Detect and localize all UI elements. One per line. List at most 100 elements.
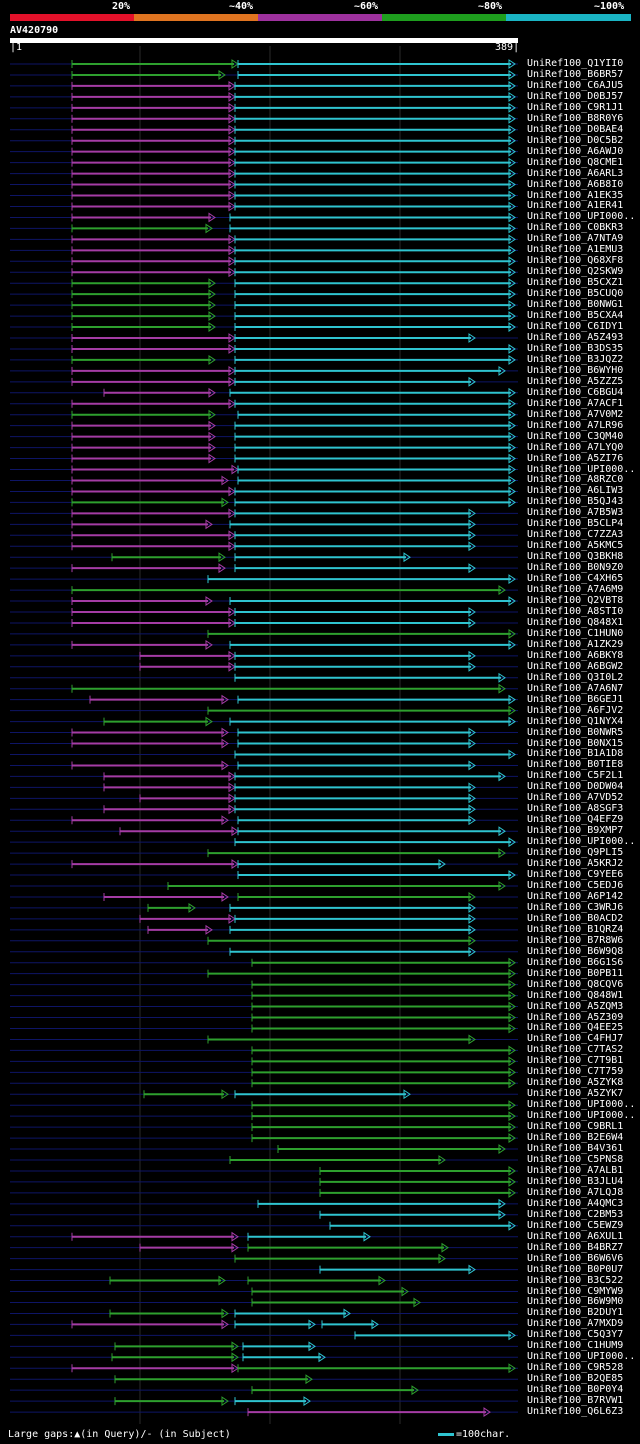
hit-name[interactable]: UniRef100_B0P0U7 xyxy=(527,1263,624,1275)
hit-row[interactable] xyxy=(10,223,518,234)
hit-name[interactable]: UniRef100_A7MXD9 xyxy=(527,1318,624,1330)
hit-row[interactable] xyxy=(10,727,518,738)
hit-row[interactable] xyxy=(10,782,518,793)
hit-name[interactable]: UniRef100_UPI000.. xyxy=(527,836,636,848)
hit-row[interactable] xyxy=(10,705,518,716)
hit-name[interactable]: UniRef100_C7ZZA3 xyxy=(527,529,624,541)
hit-row[interactable] xyxy=(10,968,518,979)
hit-name[interactable]: UniRef100_B5CXA4 xyxy=(527,310,624,322)
hit-name[interactable]: UniRef100_A6LIW3 xyxy=(527,485,624,497)
hit-row[interactable] xyxy=(10,333,518,343)
hit-name[interactable]: UniRef100_B5CLP4 xyxy=(527,518,624,530)
hit-name[interactable]: UniRef100_Q68XF8 xyxy=(527,255,624,267)
hit-row[interactable] xyxy=(10,519,518,530)
hit-row[interactable] xyxy=(10,607,518,617)
hit-row[interactable] xyxy=(10,1187,518,1198)
hit-name[interactable]: UniRef100_A7ACF1 xyxy=(527,397,624,409)
hit-name[interactable]: UniRef100_A7LYQ0 xyxy=(527,441,624,453)
hit-row[interactable] xyxy=(10,1374,518,1385)
hit-row[interactable] xyxy=(10,639,518,650)
hit-row[interactable] xyxy=(10,376,518,387)
hit-name[interactable]: UniRef100_B0NWG1 xyxy=(527,299,624,311)
hit-name[interactable]: UniRef100_B6BR57 xyxy=(527,68,624,80)
hit-name[interactable]: UniRef100_C9YEE6 xyxy=(527,869,624,881)
hit-row[interactable] xyxy=(10,1166,518,1176)
hit-row[interactable] xyxy=(10,826,518,837)
hit-name[interactable]: UniRef100_B6W9M0 xyxy=(527,1296,624,1308)
hit-row[interactable] xyxy=(10,552,518,563)
hit-name[interactable]: UniRef100_C1HUM9 xyxy=(527,1340,624,1352)
hit-name[interactable]: UniRef100_C7T759 xyxy=(527,1066,624,1078)
hit-name[interactable]: UniRef100_B2QE85 xyxy=(527,1373,624,1385)
hit-name[interactable]: UniRef100_A7ALB1 xyxy=(527,1164,624,1176)
hit-name[interactable]: UniRef100_A7LQJ8 xyxy=(527,1186,624,1198)
hit-name[interactable]: UniRef100_B7RVW1 xyxy=(527,1395,624,1407)
hit-row[interactable] xyxy=(10,344,518,354)
hit-row[interactable] xyxy=(10,990,518,1001)
hit-row[interactable] xyxy=(10,1330,518,1341)
hit-row[interactable] xyxy=(10,749,518,760)
hit-row[interactable] xyxy=(10,1385,518,1396)
hit-name[interactable]: UniRef100_B3JQZ2 xyxy=(527,353,624,365)
hit-row[interactable] xyxy=(10,267,518,278)
hit-name[interactable]: UniRef100_UPI000.. xyxy=(527,211,636,223)
hit-name[interactable]: UniRef100_A1ER41 xyxy=(527,200,624,212)
hit-name[interactable]: UniRef100_A7VD52 xyxy=(527,792,624,804)
hit-row[interactable] xyxy=(10,146,518,157)
hit-name[interactable]: UniRef100_B9XMP7 xyxy=(527,825,624,837)
hit-name[interactable]: UniRef100_A4QMC3 xyxy=(527,1197,624,1209)
hit-name[interactable]: UniRef100_B1A1D8 xyxy=(527,748,624,760)
hit-row[interactable] xyxy=(10,541,518,552)
hit-name[interactable]: UniRef100_C3QM40 xyxy=(527,430,624,442)
hit-name[interactable]: UniRef100_D0BAE4 xyxy=(527,123,624,135)
hit-row[interactable] xyxy=(10,563,518,574)
hit-row[interactable] xyxy=(10,80,518,91)
hit-row[interactable] xyxy=(10,979,518,990)
hit-name[interactable]: UniRef100_B2E6W4 xyxy=(527,1132,624,1144)
hit-row[interactable] xyxy=(10,387,518,398)
hit-row[interactable] xyxy=(10,892,518,902)
hit-name[interactable]: UniRef100_UPI000.. xyxy=(527,1099,636,1111)
hit-name[interactable]: UniRef100_B6GEJ1 xyxy=(527,693,624,705)
hit-row[interactable] xyxy=(10,1133,518,1144)
hit-row[interactable] xyxy=(10,881,518,891)
hit-name[interactable]: UniRef100_A6BGW2 xyxy=(527,660,624,672)
hit-name[interactable]: UniRef100_A8STI0 xyxy=(527,606,624,617)
hit-row[interactable] xyxy=(10,1001,518,1012)
hit-name[interactable]: UniRef100_C6BGU4 xyxy=(527,386,624,398)
hit-name[interactable]: UniRef100_C5Q3Y7 xyxy=(527,1329,624,1341)
hit-row[interactable] xyxy=(10,256,518,267)
hit-row[interactable] xyxy=(10,289,518,300)
hit-row[interactable] xyxy=(10,113,518,124)
hit-row[interactable] xyxy=(10,935,518,946)
hit-name[interactable]: UniRef100_B2DUY1 xyxy=(527,1307,624,1319)
hit-row[interactable] xyxy=(10,628,518,639)
hit-name[interactable]: UniRef100_C6AJU5 xyxy=(527,79,624,91)
hit-name[interactable]: UniRef100_Q1YII0 xyxy=(527,58,624,69)
hit-name[interactable]: UniRef100_A5KRJ2 xyxy=(527,858,624,870)
hit-name[interactable]: UniRef100_B3DS35 xyxy=(527,342,624,354)
hit-row[interactable] xyxy=(10,508,518,519)
hit-row[interactable] xyxy=(10,300,518,311)
hit-name[interactable]: UniRef100_B6W9Q8 xyxy=(527,945,624,957)
hit-name[interactable]: UniRef100_C1HUN0 xyxy=(527,627,624,639)
hit-row[interactable] xyxy=(10,1220,518,1231)
hit-row[interactable] xyxy=(10,212,518,223)
hit-row[interactable] xyxy=(10,497,518,508)
hit-name[interactable]: UniRef100_Q848W1 xyxy=(527,989,624,1001)
hit-row[interactable] xyxy=(10,1308,518,1319)
hit-name[interactable]: UniRef100_C9R528 xyxy=(527,1362,624,1374)
hit-name[interactable]: UniRef100_A7V0M2 xyxy=(527,408,624,420)
hit-row[interactable] xyxy=(10,234,518,245)
hit-row[interactable] xyxy=(10,1407,518,1418)
hit-name[interactable]: UniRef100_Q6L6Z3 xyxy=(527,1406,624,1418)
hit-row[interactable] xyxy=(10,760,518,771)
hit-name[interactable]: UniRef100_C9MYW9 xyxy=(527,1285,624,1297)
hit-row[interactable] xyxy=(10,409,518,420)
hit-name[interactable]: UniRef100_Q2VBT8 xyxy=(527,595,624,607)
hit-name[interactable]: UniRef100_B0NX15 xyxy=(527,737,624,749)
hit-name[interactable]: UniRef100_A6XUL1 xyxy=(527,1230,624,1242)
hit-name[interactable]: UniRef100_B8R0Y6 xyxy=(527,112,624,124)
hit-row[interactable] xyxy=(10,585,518,596)
hit-name[interactable]: UniRef100_B4BRZ7 xyxy=(527,1241,624,1253)
